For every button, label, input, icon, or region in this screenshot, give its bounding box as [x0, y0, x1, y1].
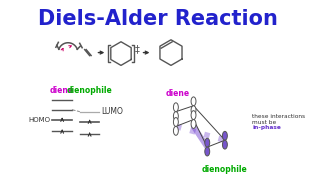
Ellipse shape [222, 131, 227, 140]
Ellipse shape [173, 103, 178, 112]
Ellipse shape [191, 120, 196, 128]
Text: dienophile: dienophile [67, 86, 113, 95]
Ellipse shape [173, 126, 178, 135]
Text: HOMO: HOMO [28, 116, 51, 123]
Text: dienophile: dienophile [202, 165, 248, 174]
Text: Diels-Alder Reaction: Diels-Alder Reaction [38, 9, 278, 29]
Text: diene: diene [166, 89, 190, 98]
Ellipse shape [205, 147, 210, 156]
Ellipse shape [191, 97, 196, 106]
Text: these interactions
must be: these interactions must be [252, 114, 306, 125]
Ellipse shape [191, 106, 196, 115]
Ellipse shape [173, 118, 178, 126]
Ellipse shape [173, 112, 178, 121]
Text: ‡: ‡ [135, 44, 140, 54]
Ellipse shape [191, 111, 196, 120]
Text: in-phase: in-phase [252, 125, 281, 130]
Ellipse shape [205, 138, 210, 147]
Text: LUMO: LUMO [101, 107, 123, 116]
Text: diene: diene [50, 86, 74, 95]
Ellipse shape [222, 140, 227, 149]
